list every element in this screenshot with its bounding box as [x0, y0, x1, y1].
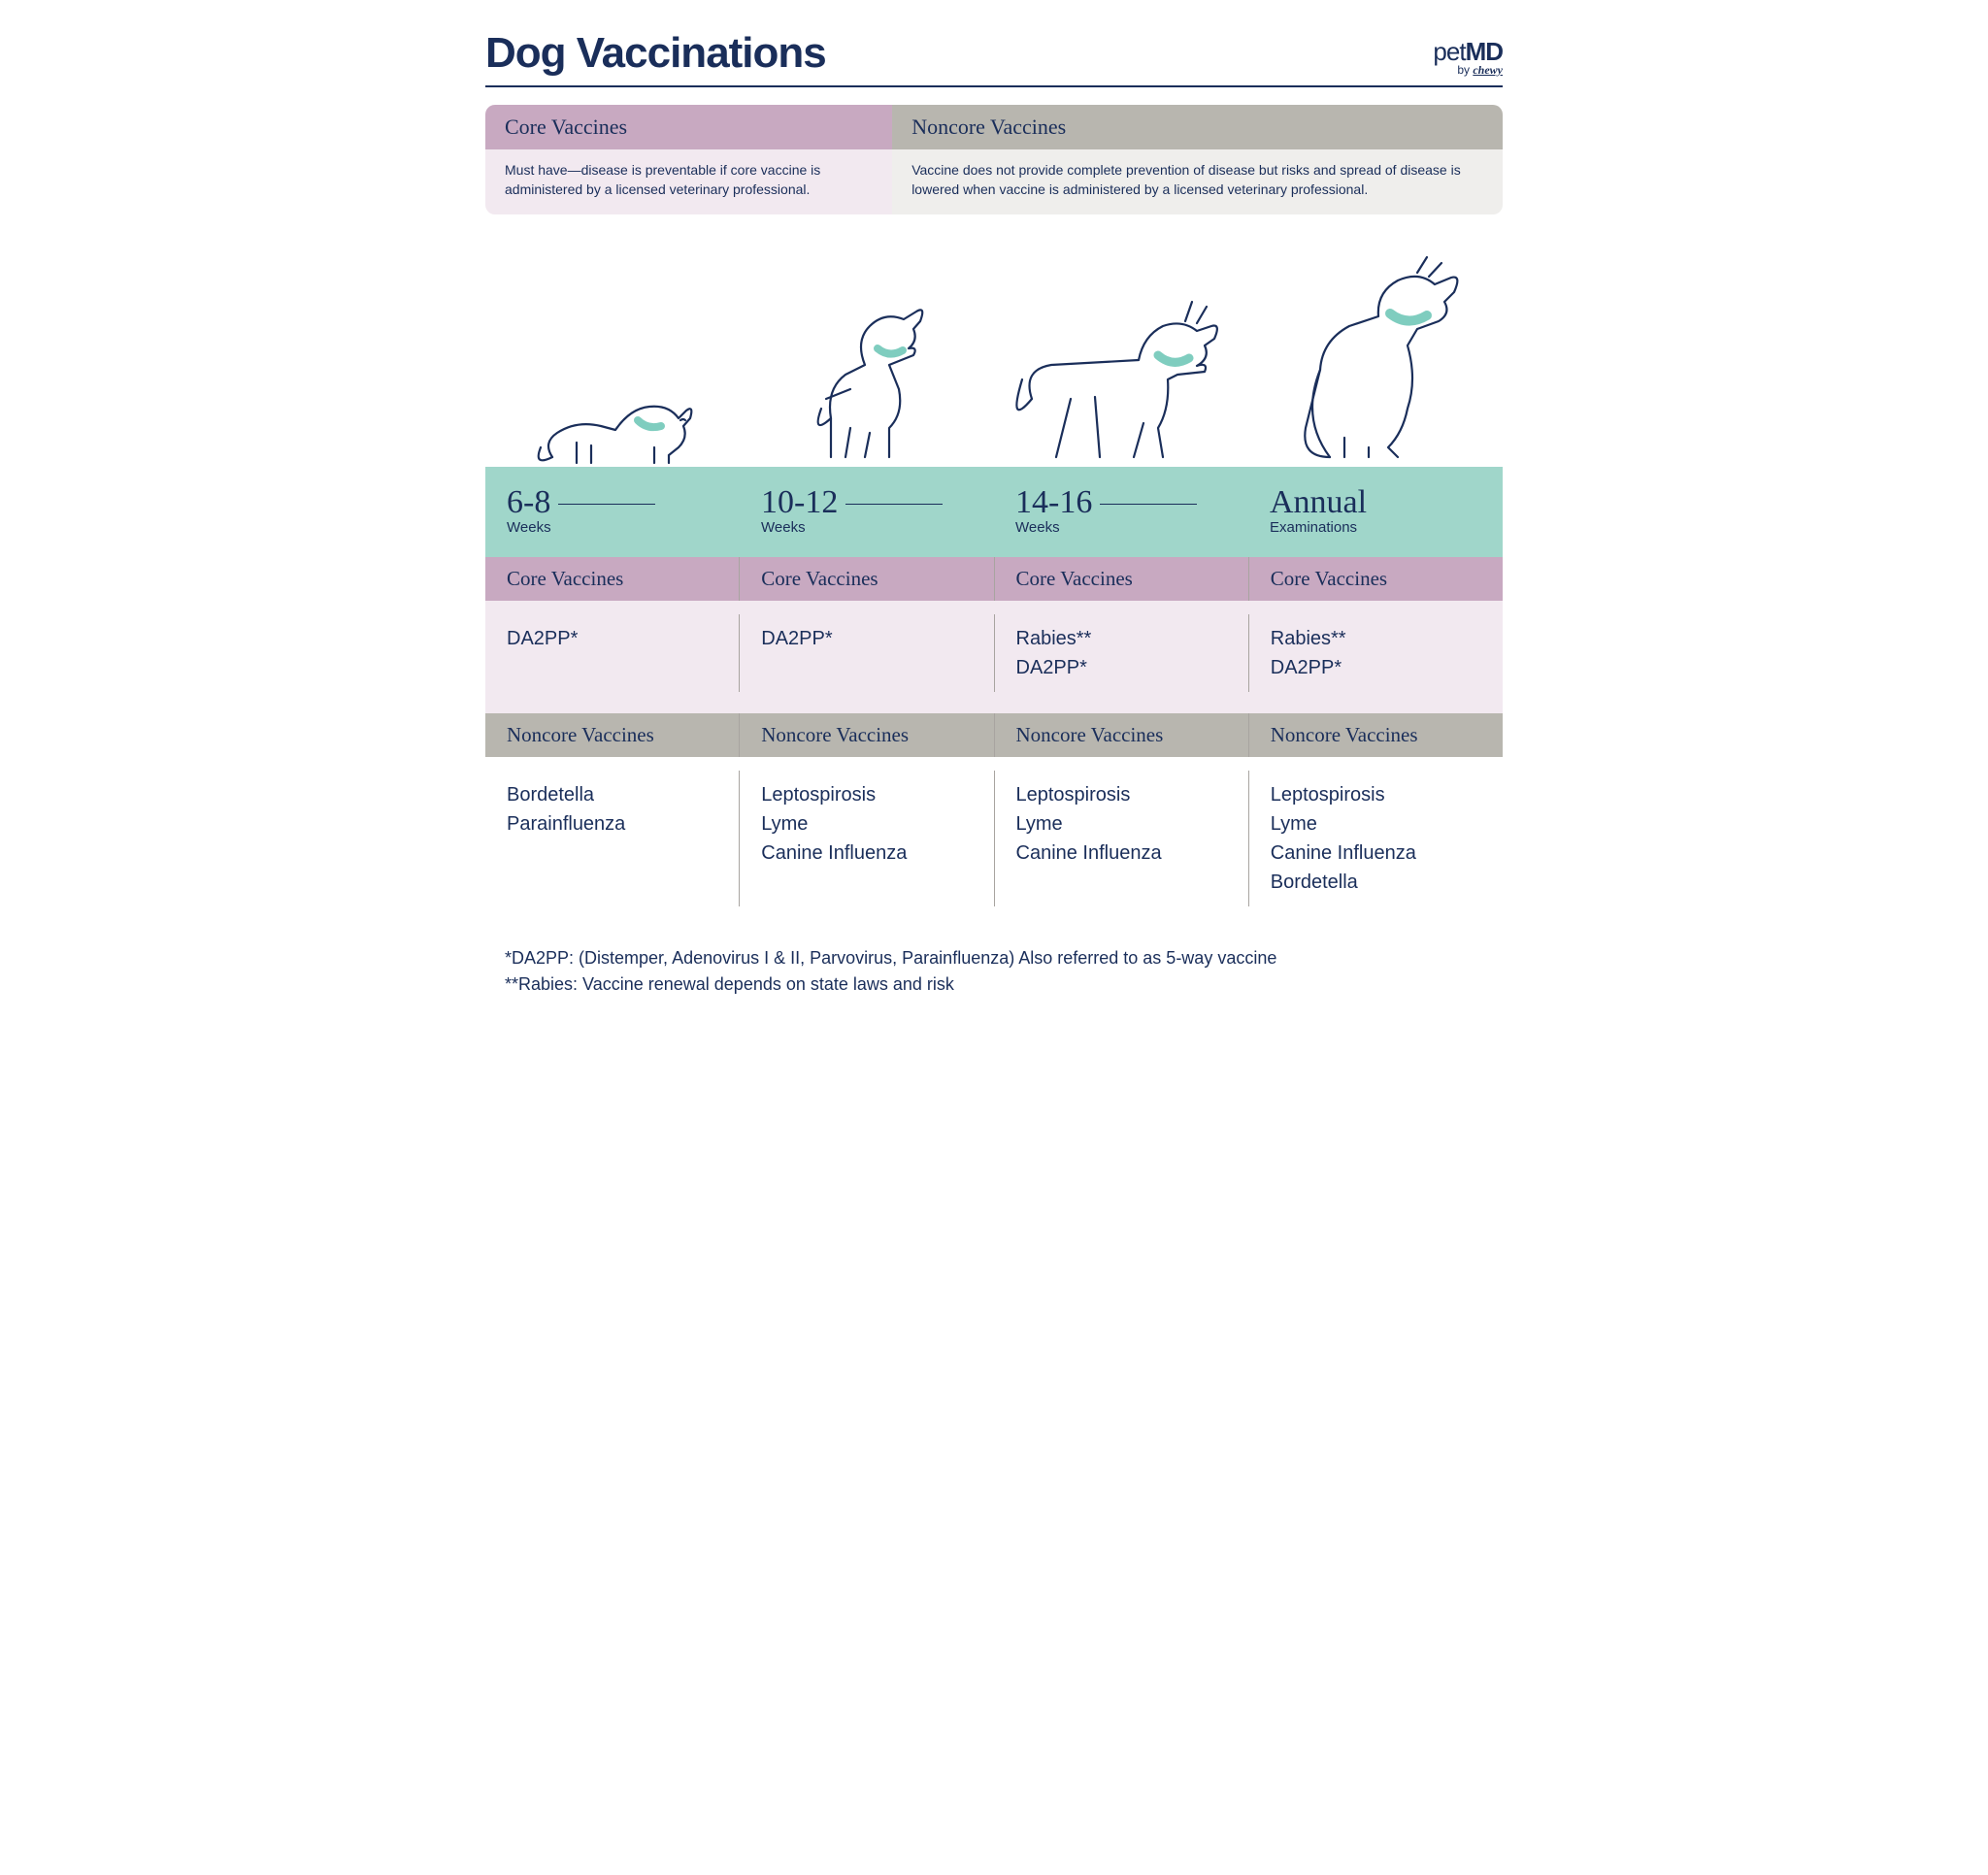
footnotes: *DA2PP: (Distemper, Adenovirus I & II, P… [485, 928, 1503, 998]
stage-1: 10-12 Weeks [740, 484, 994, 536]
noncore-vaccines-0: BordetellaParainfluenza [485, 771, 740, 906]
stage-sub: Weeks [1015, 519, 1227, 536]
core-vaccines-3: Rabies**DA2PP* [1249, 614, 1503, 692]
legend-core-title: Core Vaccines [485, 105, 892, 149]
core-vaccines-2: Rabies**DA2PP* [995, 614, 1249, 692]
stage-heading: 6-8 [507, 484, 550, 521]
brand-logo: petMD by chewy [1433, 37, 1503, 78]
stage-rule [558, 504, 655, 505]
noncore-body-row: BordetellaParainfluenza LeptospirosisLym… [485, 757, 1503, 928]
legend: Core Vaccines Must have—disease is preve… [485, 105, 1503, 214]
legend-core: Core Vaccines Must have—disease is preve… [485, 105, 892, 214]
stage-2: 14-16 Weeks [994, 484, 1248, 536]
noncore-label: Noncore Vaccines [995, 713, 1249, 757]
dog-icon-dog-sit [1243, 253, 1493, 467]
footnote-1: *DA2PP: (Distemper, Adenovirus I & II, P… [505, 945, 1483, 971]
core-vaccines-1: DA2PP* [740, 614, 994, 692]
legend-noncore-desc: Vaccine does not provide complete preven… [892, 149, 1503, 214]
infographic: Dog Vaccinations petMD by chewy Core Vac… [447, 0, 1541, 1036]
core-label: Core Vaccines [1249, 557, 1503, 601]
core-label: Core Vaccines [485, 557, 740, 601]
noncore-vaccines-2: LeptospirosisLymeCanine Influenza [995, 771, 1249, 906]
stage-heading: 14-16 [1015, 484, 1092, 521]
dog-icon-puppy-stretch [495, 350, 745, 467]
noncore-header-row: Noncore Vaccines Noncore Vaccines Noncor… [485, 713, 1503, 757]
stage-sub: Examinations [1270, 519, 1481, 536]
dog-icon-puppy-jump [745, 273, 994, 467]
stage-heading: 10-12 [761, 484, 838, 521]
legend-noncore-title: Noncore Vaccines [892, 105, 1503, 149]
noncore-vaccines-3: LeptospirosisLymeCanine InfluenzaBordete… [1249, 771, 1503, 906]
header: Dog Vaccinations petMD by chewy [485, 29, 1503, 87]
noncore-label: Noncore Vaccines [1249, 713, 1503, 757]
core-vaccines-0: DA2PP* [485, 614, 740, 692]
core-label: Core Vaccines [740, 557, 994, 601]
dog-row [485, 253, 1503, 467]
stage-3: Annual Examinations [1248, 484, 1503, 536]
footnote-2: **Rabies: Vaccine renewal depends on sta… [505, 971, 1483, 998]
dog-icon-dog-walk [994, 282, 1243, 467]
stage-sub: Weeks [761, 519, 973, 536]
core-body-row: DA2PP* DA2PP* Rabies**DA2PP* Rabies**DA2… [485, 601, 1503, 713]
noncore-label: Noncore Vaccines [740, 713, 994, 757]
noncore-label: Noncore Vaccines [485, 713, 740, 757]
core-header-row: Core Vaccines Core Vaccines Core Vaccine… [485, 557, 1503, 601]
stage-heading: Annual [1270, 484, 1367, 521]
legend-core-desc: Must have—disease is preventable if core… [485, 149, 892, 214]
stage-sub: Weeks [507, 519, 718, 536]
legend-noncore: Noncore Vaccines Vaccine does not provid… [892, 105, 1503, 214]
stage-0: 6-8 Weeks [485, 484, 740, 536]
core-label: Core Vaccines [995, 557, 1249, 601]
page-title: Dog Vaccinations [485, 29, 826, 78]
stage-rule [845, 504, 943, 505]
stage-rule [1100, 504, 1197, 505]
noncore-vaccines-1: LeptospirosisLymeCanine Influenza [740, 771, 994, 906]
stage-band: 6-8 Weeks 10-12 Weeks 14-16 Weeks Annual… [485, 467, 1503, 557]
